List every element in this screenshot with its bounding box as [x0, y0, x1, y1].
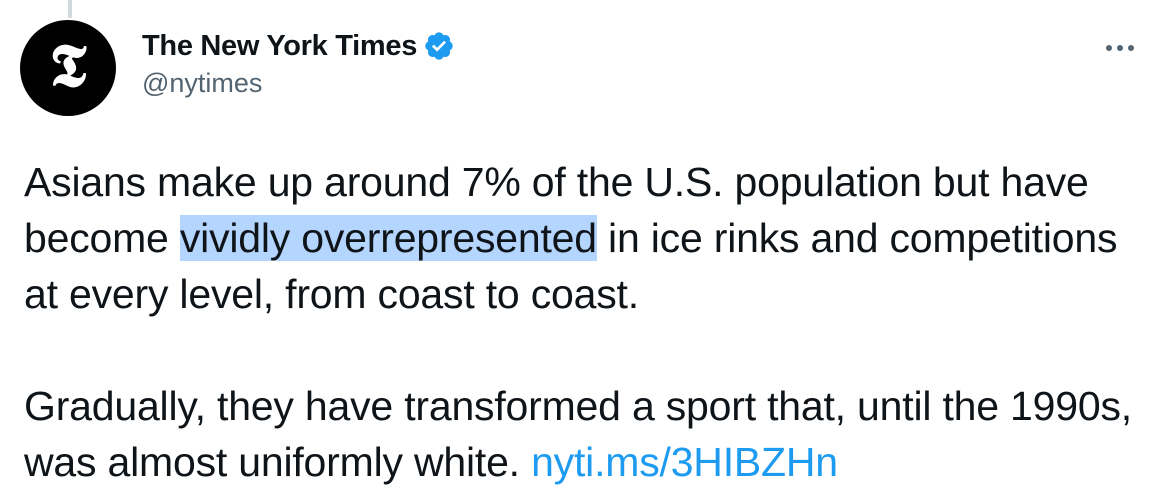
display-name[interactable]: The New York Times	[142, 29, 418, 62]
article-link[interactable]: nyti.ms/3HIBZHn	[531, 439, 838, 485]
more-options-button[interactable]	[1098, 30, 1142, 66]
name-row: The New York Times	[142, 26, 455, 66]
tweet-text: Asians make up around 7% of the U.S. pop…	[24, 154, 1154, 490]
paragraph-1-before: Asians make up around 7% of the U.S. pop…	[24, 159, 1089, 261]
paragraph-2-text: Gradually, they have transformed a sport…	[24, 383, 1132, 485]
more-options-icon	[1106, 45, 1134, 51]
paragraph-1-after: in ice rinks and competitions at every l…	[24, 215, 1118, 317]
avatar[interactable]: 𝕿	[20, 20, 116, 116]
tweet-paragraph-1: Asians make up around 7% of the U.S. pop…	[24, 154, 1154, 322]
selected-text-highlight: vividly overrepresented	[179, 215, 597, 261]
nyt-logo-icon: 𝕿	[49, 31, 87, 101]
verified-badge-icon	[425, 32, 453, 60]
tweet-paragraph-2: Gradually, they have transformed a sport…	[24, 378, 1154, 490]
user-handle[interactable]: @nytimes	[142, 68, 263, 98]
thread-connector-line	[68, 0, 72, 18]
author-info: The New York Times @nytimes	[142, 26, 455, 99]
